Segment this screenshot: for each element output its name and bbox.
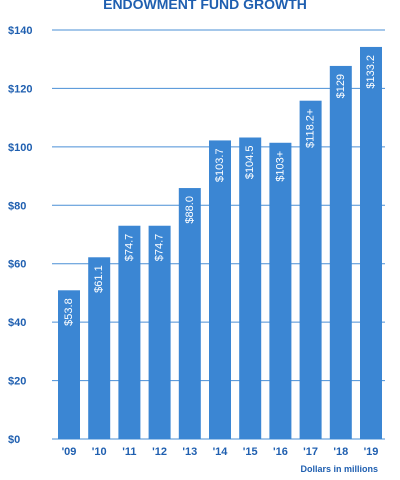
y-tick-label: $60: [8, 259, 26, 271]
units-note: Dollars in millions: [300, 464, 378, 474]
bar-value-label: $129: [335, 74, 347, 98]
x-tick-label: '12: [152, 446, 167, 458]
x-tick-label: '16: [273, 446, 288, 458]
x-tick-label: '17: [303, 446, 318, 458]
x-tick-label: '10: [92, 446, 107, 458]
x-tick-label: '11: [122, 446, 136, 458]
bar: [299, 100, 322, 439]
y-tick-label: $80: [8, 200, 26, 212]
bar: [209, 140, 231, 439]
bar: [88, 257, 111, 439]
x-tick-label: '09: [62, 446, 77, 458]
y-tick-label: $40: [8, 317, 26, 329]
bar-value-label: $118.2+: [305, 109, 317, 148]
x-axis-tick-labels: '09 '10 '11 '12 '13 '14 '15 '16 '17 '18 '19: [62, 446, 379, 458]
bar: [178, 188, 201, 439]
bar-value-label: $133.2: [365, 55, 377, 89]
x-tick-label: '15: [243, 446, 258, 458]
x-tick-label: '19: [364, 446, 379, 458]
y-tick-label: $20: [8, 376, 26, 388]
bar: [360, 46, 382, 440]
bar-value-label: $103.7: [214, 148, 226, 182]
x-tick-label: '14: [213, 446, 229, 458]
bar: [329, 65, 352, 440]
bar: [148, 225, 171, 439]
bar-value-label: $74.7: [154, 234, 166, 262]
bar-value-label: $53.8: [63, 298, 75, 326]
bar-value-label: $104.5: [244, 146, 256, 180]
bar-value-label: $88.0: [184, 196, 196, 224]
y-tick-label: $0: [8, 434, 20, 446]
bar-value-label: $61.1: [93, 265, 105, 293]
chart-title: ENDOWMENT FUND GROWTH: [103, 0, 307, 12]
bar: [239, 137, 262, 439]
y-tick-label: $120: [8, 83, 32, 95]
y-tick-label: $100: [8, 142, 32, 154]
bar: [118, 225, 141, 439]
x-tick-label: '13: [182, 446, 197, 458]
bars: $53.8 $61.1 $74.7 $74.7 $88.0 $103.7 $104.5 $10…: [58, 46, 382, 440]
bar-value-label: $103+: [274, 151, 286, 182]
y-axis-tick-labels: $0 $20 $40 $60 $80 $100 $120 $140: [8, 25, 32, 446]
bar: [269, 142, 292, 439]
y-tick-label: $140: [8, 25, 32, 37]
bar-value-label: $74.7: [123, 234, 135, 262]
bar: [58, 290, 80, 439]
x-tick-label: '18: [333, 446, 348, 458]
